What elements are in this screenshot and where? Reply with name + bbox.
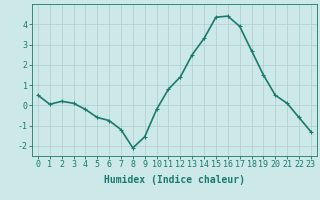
X-axis label: Humidex (Indice chaleur): Humidex (Indice chaleur): [104, 175, 245, 185]
